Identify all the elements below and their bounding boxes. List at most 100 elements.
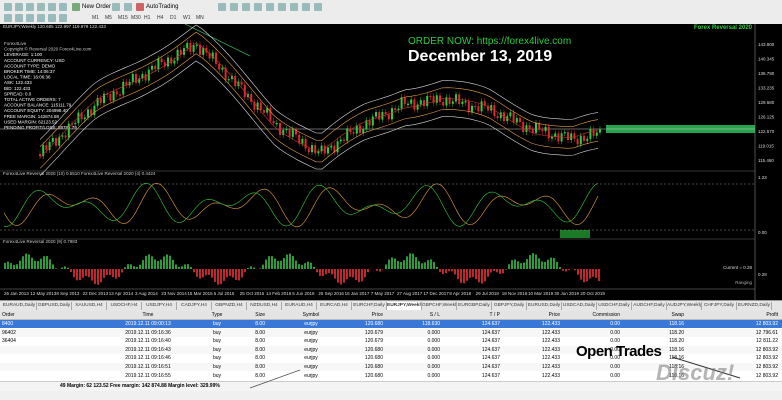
column-header[interactable]: Size [255, 312, 265, 318]
timeframe-button[interactable]: M30 [131, 15, 141, 21]
icon[interactable] [59, 14, 67, 22]
symbol-tab[interactable]: EURGBP,Daily [457, 302, 492, 310]
symbol-tab[interactable]: CHFJPY,Daily [702, 302, 737, 310]
candle [266, 107, 269, 113]
symbol-tab[interactable]: EURUSD,Daily [527, 302, 562, 310]
icon[interactable] [112, 3, 120, 11]
icon[interactable] [230, 3, 238, 11]
icon[interactable] [278, 3, 286, 11]
icon[interactable] [218, 3, 226, 11]
histogram-bar [205, 269, 207, 276]
symbol-tab[interactable]: AUDCHF,Daily [632, 302, 667, 310]
icon[interactable] [254, 3, 262, 11]
icon[interactable] [37, 14, 45, 22]
table-cell: 0.00 [610, 364, 620, 370]
symbol-tab[interactable]: EURCHF,Daily [352, 302, 387, 310]
histogram-bar [160, 259, 162, 269]
symbol-tab[interactable]: CADJPY,H4 [177, 302, 212, 310]
symbol-tab[interactable]: USDCHF,H4 [107, 302, 142, 310]
timeframe-button[interactable]: H1 [144, 15, 151, 21]
icon[interactable] [290, 3, 298, 11]
histogram-bar [466, 269, 468, 281]
trade-row[interactable]: 96402 2019.12.11 09:16:36 buy 8.00 eurjpy 120… [0, 328, 782, 337]
candle [45, 145, 48, 150]
candle [544, 126, 547, 132]
column-header[interactable]: Profit [766, 312, 778, 318]
timeframe-button[interactable]: M5 [105, 15, 112, 21]
histogram-bar [418, 261, 420, 269]
icon[interactable] [48, 3, 56, 11]
icon[interactable] [242, 3, 250, 11]
icon[interactable] [26, 14, 34, 22]
column-header[interactable]: Swap [671, 312, 684, 318]
indicator-axis-label: 1.23 [758, 175, 767, 180]
candle [541, 129, 544, 132]
symbol-tab[interactable]: GBPUSD,Daily [37, 302, 72, 310]
symbol-tab[interactable]: EURJPY,Weekly [387, 302, 422, 310]
histogram-bar [49, 259, 51, 269]
autotrading-button[interactable]: AutoTrading [146, 4, 179, 10]
table-cell: 96402 [2, 329, 16, 336]
trade-row[interactable]: 2019.12.11 09:16:43 buy 8.00 eurjpy 120.680 0… [0, 345, 782, 354]
timeframe-button[interactable]: H4 [157, 15, 164, 21]
icon[interactable] [15, 14, 23, 22]
candle [122, 81, 125, 95]
histogram-bar [64, 266, 66, 269]
symbol-tab[interactable]: USDCHF,Daily [597, 302, 632, 310]
icon[interactable] [4, 14, 12, 22]
column-header[interactable]: Price [371, 312, 383, 318]
timeframe-button[interactable]: M15 [118, 15, 128, 21]
icon[interactable] [59, 3, 67, 11]
icon[interactable] [48, 14, 56, 22]
icon[interactable] [72, 3, 80, 11]
icon[interactable] [302, 3, 310, 11]
symbol-tab[interactable]: EURCAD,H4 [317, 302, 352, 310]
timeframe-button[interactable]: MN [196, 15, 204, 21]
icon[interactable] [124, 3, 132, 11]
column-header[interactable]: Price [548, 312, 560, 318]
date-axis-label: 10 Mar 2019 [528, 291, 554, 296]
column-header[interactable]: Type [211, 312, 223, 318]
candle [125, 81, 128, 86]
symbol-tab[interactable]: GBPCHF,Weekly [422, 302, 457, 310]
candle [119, 94, 121, 96]
symbol-tab[interactable]: USDJPY,H4 [142, 302, 177, 310]
symbol-tab[interactable]: EURAUD,Daily [2, 302, 37, 310]
histogram-bar [298, 264, 300, 269]
icon[interactable] [26, 3, 34, 11]
trade-row[interactable]: 36404 2019.12.11 09:16:40 buy 8.00 eurjpy 120… [0, 337, 782, 346]
icon[interactable] [266, 3, 274, 11]
histogram-bar [139, 264, 141, 269]
symbol-tab[interactable]: GBPJPY,Daily [492, 302, 527, 310]
icon[interactable] [314, 3, 322, 11]
histogram-bar [247, 267, 249, 269]
candle [375, 112, 377, 117]
icon[interactable] [15, 3, 23, 11]
symbol-tab[interactable]: EURAUD,H4 [282, 302, 317, 310]
timeframe-button[interactable]: W1 [183, 15, 191, 21]
new-order-button[interactable]: New Order [82, 4, 112, 10]
symbol-tab[interactable]: EURNZD,Daily [737, 302, 772, 310]
symbol-tab[interactable]: GBPNZD,H4 [212, 302, 247, 310]
indicator-axis-label: 0.00 [758, 230, 767, 235]
column-header[interactable]: Order [2, 312, 15, 318]
symbol-tab[interactable]: NZDUSD,H4 [247, 302, 282, 310]
symbol-tab[interactable]: XAUUSD,H4 [72, 302, 107, 310]
timeframe-button[interactable]: M1 [92, 15, 99, 21]
column-header[interactable]: Symbol [302, 312, 320, 318]
timeframe-button[interactable]: D1 [170, 15, 177, 21]
symbol-tab[interactable]: USDCAD,Daily [562, 302, 597, 310]
icon[interactable] [136, 3, 144, 11]
candle [39, 154, 41, 157]
column-header[interactable]: Time [142, 312, 154, 318]
histogram-bar [556, 261, 558, 269]
trade-row[interactable]: 2019.12.11 09:16:46 buy 8.00 eurjpy 120.680 0… [0, 354, 782, 363]
column-header[interactable]: Commission [592, 312, 620, 318]
column-header[interactable]: T / P [489, 312, 500, 318]
histogram-bar [427, 260, 429, 269]
icon[interactable] [4, 3, 12, 11]
icon[interactable] [37, 3, 45, 11]
trade-row[interactable]: 8400 2019.12.11 09:00:13 buy 8.00 eurjpy 120.… [0, 320, 782, 328]
column-header[interactable]: S / L [429, 312, 440, 318]
symbol-tab[interactable]: AUDJPY,Weekly [667, 302, 702, 310]
